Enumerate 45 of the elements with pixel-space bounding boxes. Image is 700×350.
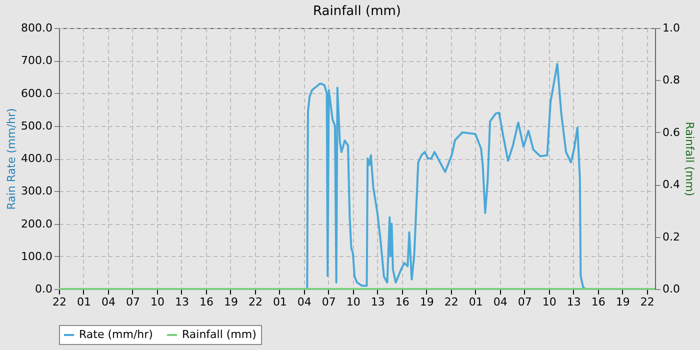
x-tick-label: 19 (224, 296, 238, 308)
y2-tick-label: 0.0 (662, 282, 680, 296)
x-tick-label: 13 (370, 296, 385, 308)
y-tick-label: 100.0 (21, 250, 52, 263)
chart-title: Rainfall (mm) (313, 4, 401, 19)
x-tick-label: 07 (518, 296, 532, 308)
y-tick-label: 300.0 (21, 184, 52, 198)
x-tick-label: 22 (52, 296, 66, 308)
y2-tick-label: 0.8 (662, 74, 680, 87)
y-tick-label: 600.0 (21, 86, 52, 100)
x-tick-label: 10 (542, 296, 556, 308)
x-tick-label: 01 (76, 296, 91, 308)
x-tick-label: 13 (174, 296, 189, 308)
x-tick-label: 22 (640, 296, 654, 308)
y-tick-label: 200.0 (21, 217, 52, 230)
x-tick-label: 01 (468, 296, 483, 308)
x-tick-label: 22 (248, 296, 262, 308)
y2-tick-label: 1.0 (662, 22, 680, 34)
x-tick-label: 10 (346, 296, 360, 308)
x-tick-label: 16 (591, 296, 606, 308)
y2-tick-label: 0.4 (662, 178, 680, 192)
x-tick-label: 19 (616, 296, 630, 308)
x-tick-label: 22 (444, 296, 458, 308)
x-tick-label: 04 (493, 296, 508, 308)
y-tick-label: 0.0 (35, 282, 52, 296)
legend-label: Rate (mm/hr) (79, 328, 153, 341)
x-tick-label: 07 (126, 296, 140, 308)
x-tick-label: 19 (420, 296, 434, 308)
y-tick-label: 500.0 (21, 119, 52, 132)
x-tick-label: 10 (150, 296, 164, 308)
x-tick-label: 07 (322, 296, 336, 308)
y2-tick-label: 0.6 (662, 126, 680, 139)
legend-label: Rainfall (mm) (182, 328, 256, 341)
y-tick-label: 400.0 (21, 152, 52, 165)
x-tick-label: 16 (199, 296, 214, 308)
y-tick-label: 700.0 (21, 54, 52, 68)
y2-axis-title: Rainfall (mm) (682, 122, 696, 196)
x-tick-label: 04 (297, 296, 312, 308)
x-tick-label: 13 (566, 296, 581, 308)
y2-tick-label: 0.2 (662, 230, 680, 244)
y-tick-label: 800.0 (21, 22, 52, 34)
y-axis-title: Rain Rate (mm/hr) (5, 108, 18, 210)
x-tick-label: 04 (101, 296, 116, 308)
x-tick-label: 16 (395, 296, 410, 308)
x-tick-label: 01 (272, 296, 287, 308)
